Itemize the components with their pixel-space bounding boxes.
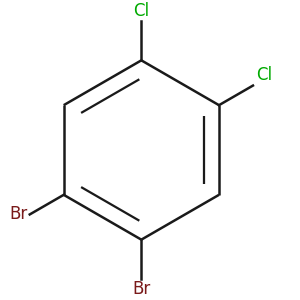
Text: Br: Br xyxy=(9,206,28,224)
Text: Cl: Cl xyxy=(256,66,272,84)
Text: Br: Br xyxy=(132,280,151,298)
Text: Cl: Cl xyxy=(133,2,149,20)
